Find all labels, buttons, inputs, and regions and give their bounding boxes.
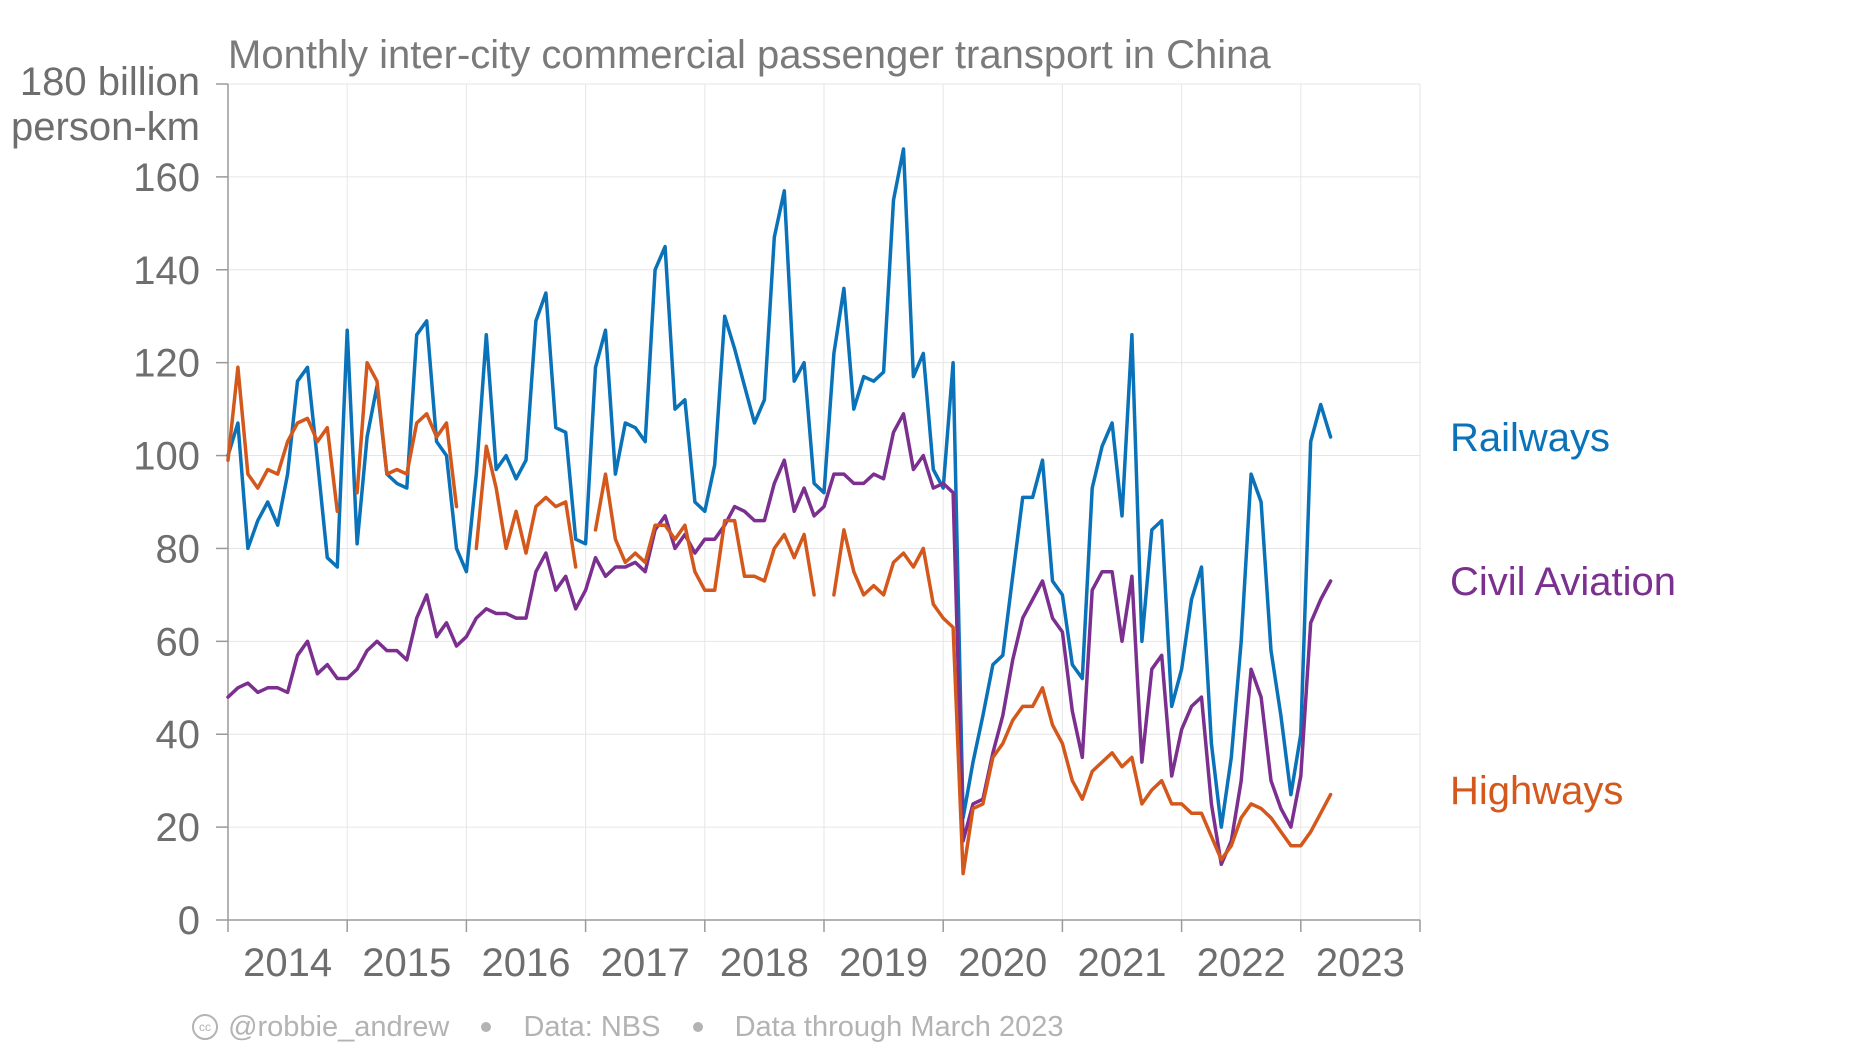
series-line-railways <box>226 147 1333 829</box>
series-line-civil-aviation <box>226 412 1333 867</box>
y-tick-label: 60 <box>156 620 201 664</box>
x-tick-label: 2014 <box>243 941 332 985</box>
series-label-civil-aviation: Civil Aviation <box>1450 560 1676 604</box>
footer-source: Data: NBS <box>523 1010 661 1043</box>
x-tick-labels: 2014 2015 2016 2017 2018 2019 2020 2021 2022 2023 <box>243 941 1405 985</box>
x-tick-label: 2018 <box>720 941 809 985</box>
footer-author: @robbie_andrew <box>228 1010 450 1043</box>
footer-separator-dot <box>481 1022 492 1033</box>
y-tick-label: 40 <box>156 713 201 757</box>
series-label-railways: Railways <box>1450 416 1610 460</box>
series-labels: Railways Civil Aviation Highways <box>1450 416 1676 813</box>
y-tick-label: 140 <box>133 249 200 293</box>
y-tick-label: 0 <box>178 899 200 943</box>
y-tick-label: 120 <box>133 342 200 386</box>
series-label-highways: Highways <box>1450 769 1623 813</box>
cc-by-icon: cc <box>192 1014 218 1041</box>
footer-separator-dot <box>692 1022 703 1033</box>
series-line-highways <box>226 360 1333 876</box>
series-lines <box>226 147 1333 876</box>
axes <box>216 83 1421 932</box>
footer: cc @robbie_andrew Data: NBS Data through… <box>192 1010 1063 1044</box>
x-tick-label: 2020 <box>958 941 1047 985</box>
y-unit-label-line2: person-km <box>11 105 200 149</box>
x-tick-label: 2022 <box>1197 941 1286 985</box>
y-tick-label: 160 <box>133 156 200 200</box>
x-tick-label: 2015 <box>362 941 451 985</box>
y-tick-label: 80 <box>156 527 201 571</box>
x-tick-label: 2023 <box>1316 941 1405 985</box>
chart-title: Monthly inter-city commercial passenger … <box>228 33 1271 77</box>
y-tick-label: 100 <box>133 435 200 479</box>
y-tick-label: 20 <box>156 806 201 850</box>
x-tick-label: 2016 <box>482 941 571 985</box>
y-tick-labels: 0 20 40 60 80 100 120 140 160 <box>133 156 200 943</box>
x-tick-label: 2017 <box>601 941 690 985</box>
footer-through: Data through March 2023 <box>734 1010 1064 1043</box>
x-tick-label: 2021 <box>1078 941 1167 985</box>
x-tick-label: 2019 <box>839 941 928 985</box>
y-unit-label-line1: 180 billion <box>20 60 200 104</box>
